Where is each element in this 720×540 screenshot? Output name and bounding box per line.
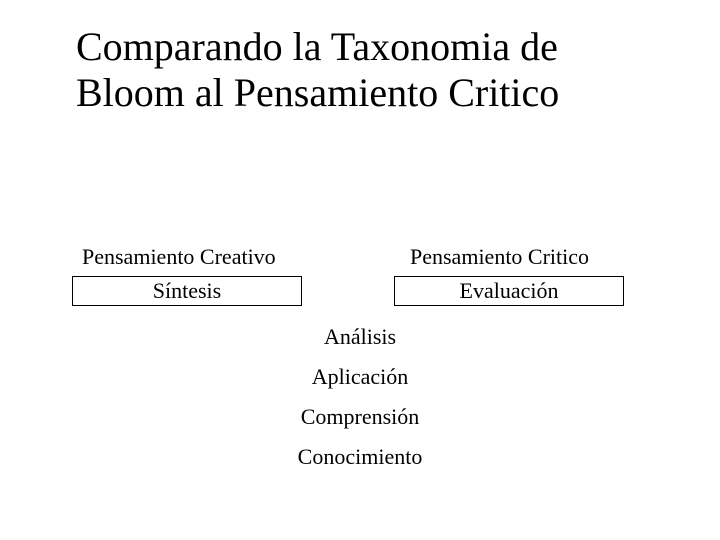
stack-level-conocimiento: Conocimiento (260, 444, 460, 470)
left-box-label: Síntesis (153, 278, 221, 304)
right-column-header: Pensamiento Critico (410, 244, 589, 270)
right-box-label: Evaluación (460, 278, 559, 304)
stack-level-analisis: Análisis (260, 324, 460, 350)
left-column-header: Pensamiento Creativo (82, 244, 276, 270)
stack-level-comprension: Comprensión (260, 404, 460, 430)
stack-level-aplicacion: Aplicación (260, 364, 460, 390)
left-box-sintesis: Síntesis (72, 276, 302, 306)
slide-title: Comparando la Taxonomia de Bloom al Pens… (76, 24, 646, 116)
right-box-evaluacion: Evaluación (394, 276, 624, 306)
